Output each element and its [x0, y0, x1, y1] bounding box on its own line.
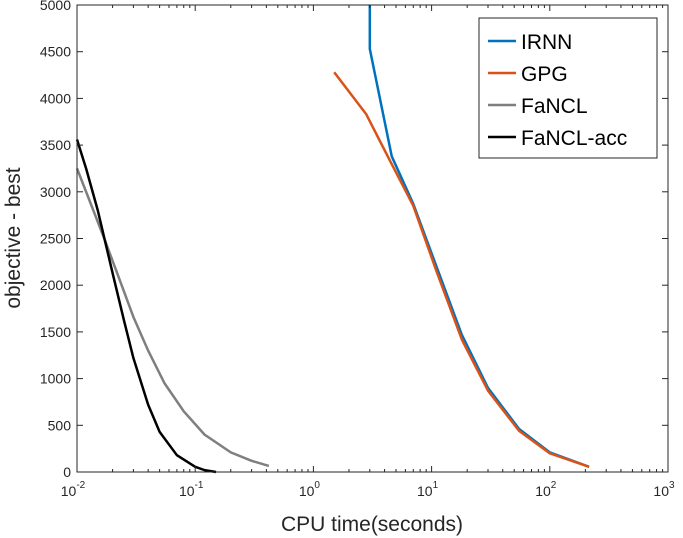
y-tick-labels: 0 500 1000 1500 2000 2500 3000 3500 4000 4500 5000 — [40, 0, 71, 480]
legend-label-fancl: FaNCL — [521, 95, 588, 118]
x-tick-label: 101 — [417, 480, 439, 499]
y-tick-label: 5000 — [40, 0, 71, 13]
axes-layer — [76, 4, 669, 473]
x-tick-label: 10-1 — [179, 480, 204, 499]
x-tick-label: 102 — [535, 480, 557, 499]
series-line-fancl-acc — [75, 139, 217, 474]
x-axis-label: CPU time(seconds) — [281, 513, 463, 536]
series-line-gpg — [333, 71, 590, 469]
y-axis-label: objective - best — [2, 167, 25, 308]
legend-label-gpg: GPG — [521, 63, 568, 86]
series-layer — [75, 5, 590, 474]
y-tick-label: 2500 — [40, 231, 71, 247]
y-tick-label: 4000 — [40, 90, 71, 106]
legend-label-fancl-acc: FaNCL-acc — [521, 127, 627, 150]
y-tick-label: 3500 — [40, 137, 71, 153]
legend: IRNN GPG FaNCL FaNCL-acc — [478, 17, 658, 159]
y-tick-label: 1000 — [40, 371, 71, 387]
x-tick-label: 103 — [653, 480, 675, 499]
y-tick-label: 0 — [63, 464, 71, 480]
legend-label-irnn: IRNN — [521, 31, 572, 54]
x-tick-labels: 10-2 10-1 100 101 102 103 — [61, 480, 675, 499]
x-tick-label: 100 — [299, 480, 321, 499]
y-tick-label: 3000 — [40, 184, 71, 200]
x-tick-label: 10-2 — [61, 480, 86, 499]
y-tick-label: 2000 — [40, 277, 71, 293]
y-tick-label: 1500 — [40, 324, 71, 340]
y-tick-label: 4500 — [40, 44, 71, 60]
y-tick-label: 500 — [48, 417, 72, 433]
